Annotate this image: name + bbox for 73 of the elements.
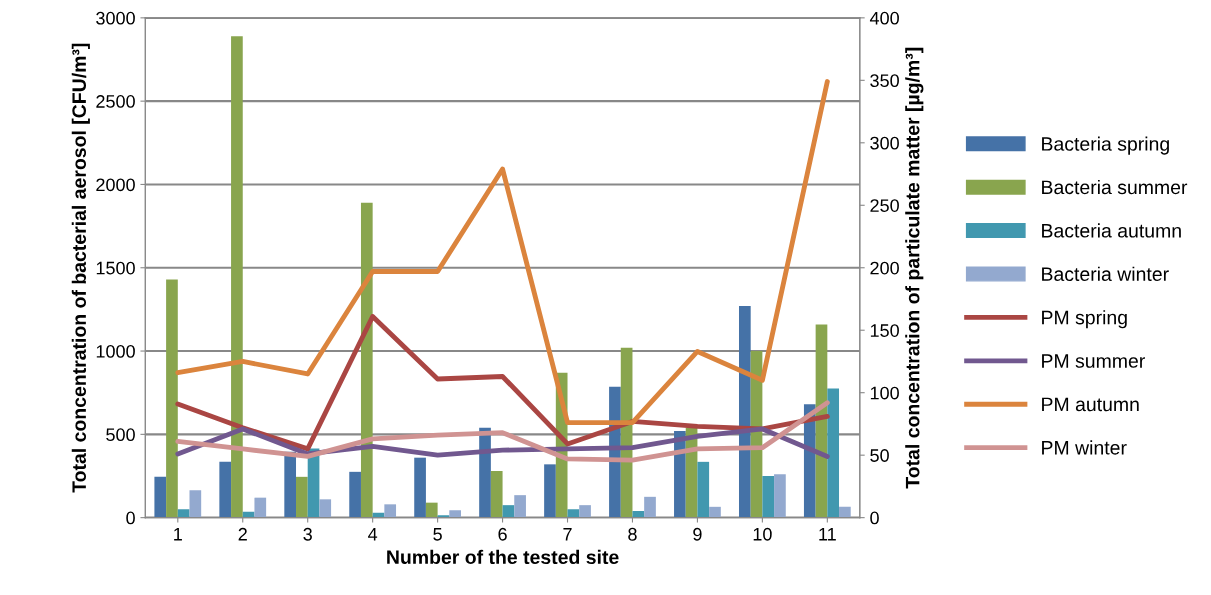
legend-label: PM spring — [1042, 310, 1127, 329]
x-tick-label: 4 — [368, 528, 378, 541]
y-tick-label: 2000 — [96, 178, 135, 192]
x-tick-label: 1 — [174, 528, 182, 541]
line-series — [175, 314, 830, 452]
y2-axis-title: Total concentration of particulate matter [µg/m³] — [905, 47, 924, 489]
bar — [177, 509, 190, 518]
x-tick-label: 8 — [628, 527, 637, 541]
legend-label: PM summer — [1042, 354, 1145, 368]
y-axis-title: Total concentration of bacterial aerosol [CFU/m³] — [71, 43, 90, 493]
bar — [360, 202, 373, 518]
bar — [449, 510, 461, 518]
y2-tick-label: 350 — [870, 74, 899, 88]
x-axis-title: Number of the tested site — [387, 549, 619, 565]
line-series — [175, 79, 830, 426]
bar — [697, 461, 710, 518]
bar — [709, 506, 721, 518]
bar — [425, 502, 438, 518]
bar — [644, 496, 656, 518]
x-tick-label: 3 — [303, 527, 312, 541]
x-tick-label: 2 — [238, 527, 247, 541]
bar — [154, 476, 167, 518]
x-tick-label: 5 — [433, 528, 442, 541]
bar — [166, 279, 178, 518]
line-series — [175, 400, 830, 463]
bar — [579, 505, 591, 518]
bar — [762, 476, 775, 518]
legend-label: PM winter — [1042, 440, 1127, 455]
bar — [739, 306, 751, 518]
bar — [284, 451, 297, 518]
legend-label: Bacteria spring — [1042, 136, 1169, 155]
x-tick-label: 7 — [563, 528, 572, 541]
x-tick-label: 11 — [819, 528, 836, 541]
y-tick-label: 0 — [126, 511, 135, 525]
y2-tick-label: 100 — [870, 386, 899, 400]
bar — [567, 509, 580, 518]
legend-label: Bacteria winter — [1042, 266, 1169, 282]
x-tick-label: 10 — [753, 527, 772, 541]
bar — [839, 506, 851, 518]
y-tick-label: 2500 — [96, 95, 135, 108]
bar — [254, 497, 267, 518]
bar — [296, 476, 308, 518]
bar — [384, 504, 397, 518]
bar — [349, 471, 361, 518]
bar — [502, 505, 515, 518]
y2-tick-label: 150 — [870, 324, 899, 337]
bar — [827, 388, 840, 518]
bar — [414, 457, 426, 518]
bar — [544, 464, 556, 518]
line-series — [175, 426, 830, 459]
legend-label: Bacteria autumn — [1042, 223, 1181, 238]
bar — [219, 461, 232, 518]
bar — [231, 36, 243, 518]
legend-label: Bacteria summer — [1042, 179, 1188, 195]
y2-tick-label: 250 — [870, 199, 899, 212]
legend-label: PM autumn — [1042, 397, 1139, 412]
bar — [774, 474, 786, 518]
y2-tick-label: 300 — [870, 136, 899, 150]
y-tick-label: 500 — [106, 428, 135, 442]
y2-tick-label: 200 — [870, 261, 899, 275]
y-tick-label: 1500 — [96, 261, 135, 275]
x-tick-label: 6 — [498, 527, 507, 541]
bar — [632, 510, 645, 518]
y2-tick-label: 50 — [870, 449, 889, 462]
x-tick-label: 9 — [693, 527, 702, 541]
bar — [514, 495, 526, 518]
bar — [490, 471, 503, 518]
bar — [189, 490, 202, 518]
bar — [319, 499, 332, 518]
y2-tick-label: 0 — [870, 511, 879, 525]
y-tick-label: 1000 — [96, 344, 135, 358]
y2-tick-label: 400 — [869, 11, 899, 25]
y-tick-label: 3000 — [96, 11, 135, 25]
